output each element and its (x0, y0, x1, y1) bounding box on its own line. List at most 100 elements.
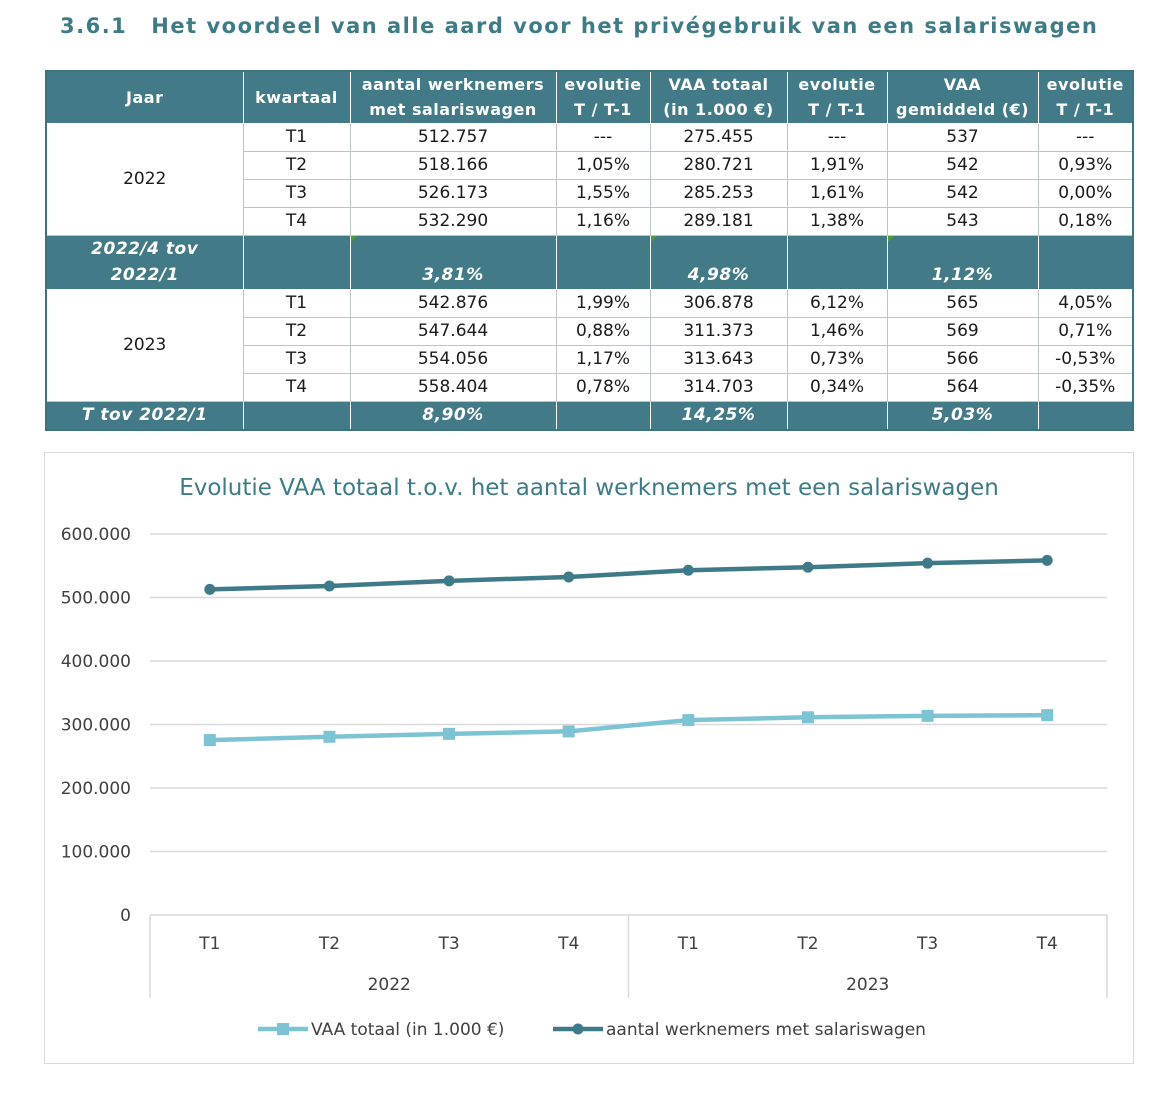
x-tick-label: T2 (796, 934, 818, 954)
summary-empty-cell (242, 400, 351, 430)
x-tick-label: T2 (318, 934, 340, 954)
table-cell: 1,91% (786, 150, 888, 180)
x-group-label: 2022 (368, 975, 411, 995)
summary-vaa-totaal: 4,98% (649, 234, 788, 290)
data-point-marker (921, 709, 934, 722)
table-row: T3 526.173 1,55% 285.253 1,61% 542 0,00% (46, 178, 1134, 208)
table-cell: 537 (886, 122, 1039, 152)
table-cell: 565 (886, 288, 1039, 318)
table-cell: 566 (886, 344, 1039, 374)
table-row: T2 518.166 1,05% 280.721 1,91% 542 0,93% (46, 150, 1134, 180)
data-point-marker (682, 714, 695, 727)
table-cell: 0,88% (555, 316, 651, 346)
col-header-jaar: Jaar (45, 70, 244, 124)
table-cell: 1,61% (786, 178, 888, 208)
x-tick-label: T1 (198, 934, 220, 954)
legend-label: aantal werknemers met salariswagen (606, 1020, 926, 1040)
table-cell: 0,93% (1037, 150, 1134, 180)
table-cell: 0,78% (555, 372, 651, 402)
table-cell: T4 (242, 206, 351, 236)
legend-marker (572, 1023, 584, 1035)
table-row: 2022 T1 512.757 --- 275.455 --- 537 --- (45, 122, 1134, 236)
table-cell: 554.056 (349, 344, 557, 374)
data-point-marker (682, 564, 694, 576)
section-title: Het voordeel van alle aard voor het priv… (151, 14, 1099, 38)
data-point-marker (1041, 709, 1054, 722)
section-heading: 3.6.1 Het voordeel van alle aard voor het… (60, 14, 1098, 38)
col-header-evolutie-werknemers: evolutie T / T-1 (555, 70, 651, 124)
table-row: T2 547.644 0,88% 311.373 1,46% 569 0,71% (46, 316, 1134, 346)
table-cell: --- (1037, 122, 1134, 152)
y-tick-label: 500.000 (61, 589, 131, 609)
table-cell: 547.644 (349, 316, 557, 346)
summary-empty-cell (555, 234, 651, 290)
table-cell: 1,38% (786, 206, 888, 236)
x-tick-label: T4 (1036, 934, 1058, 954)
data-point-marker (922, 557, 934, 569)
summary-vaa-gemiddeld: 1,12% (886, 234, 1039, 290)
summary-empty-cell (786, 400, 888, 430)
summary-empty-cell (242, 234, 351, 290)
data-point-marker (801, 711, 814, 724)
data-point-marker (443, 575, 455, 587)
table-cell: 280.721 (649, 150, 788, 180)
summary-empty-cell (1037, 234, 1134, 290)
table-cell: --- (786, 122, 888, 152)
table-cell: 532.290 (349, 206, 557, 236)
summary-label: 2022/4 tov 2022/1 (45, 234, 244, 290)
table-cell: 1,46% (786, 316, 888, 346)
series-line (209, 712, 1048, 743)
table-cell: 1,55% (555, 178, 651, 208)
summary-row-total: T tov 2022/1 8,90% 14,25% 5,03% (45, 400, 1134, 430)
series-line (209, 558, 1048, 592)
x-tick-label: T3 (916, 934, 938, 954)
table-cell: 542.876 (349, 288, 557, 318)
chart-canvas: 0 100.000 200.000 300.000 400.000 500.000 600.… (61, 525, 1108, 1040)
data-point-marker (323, 580, 335, 592)
table-cell: 275.455 (649, 122, 788, 152)
table-cell: T1 (242, 122, 351, 152)
table-cell: T3 (242, 178, 351, 208)
table-cell: 314.703 (649, 372, 788, 402)
table-cell: 311.373 (649, 316, 788, 346)
section-number: 3.6.1 (60, 14, 128, 38)
table-cell: 6,12% (786, 288, 888, 318)
summary-empty-cell (555, 400, 651, 430)
table-cell: 558.404 (349, 372, 557, 402)
summary-label: T tov 2022/1 (45, 400, 244, 430)
table-cell: T2 (242, 316, 351, 346)
x-tick-label: T1 (677, 934, 699, 954)
table-header-row: Jaar kwartaal aantal werknemers met salar… (45, 70, 1134, 124)
col-header-werknemers: aantal werknemers met salariswagen (349, 70, 557, 124)
data-point-marker (802, 561, 814, 573)
summary-werknemers: 8,90% (349, 400, 557, 430)
line-chart: Evolutie VAA totaal t.o.v. het aantal we… (44, 452, 1134, 1064)
y-tick-label: 600.000 (61, 525, 131, 545)
legend-label: VAA totaal (in 1.000 €) (311, 1020, 504, 1040)
table-cell: T4 (242, 372, 351, 402)
summary-row-2022: 2022/4 tov 2022/1 3,81% 4,98% 1,12% (45, 234, 1134, 290)
table-cell: T2 (242, 150, 351, 180)
summary-empty-cell (786, 234, 888, 290)
summary-vaa-totaal: 14,25% (649, 400, 788, 430)
table-cell: 1,99% (555, 288, 651, 318)
x-tick-label: T4 (557, 934, 579, 954)
table-cell: 0,00% (1037, 178, 1134, 208)
col-header-kwartaal: kwartaal (242, 70, 351, 124)
x-tick-label: T3 (437, 934, 459, 954)
table-cell: 1,17% (555, 344, 651, 374)
summary-empty-cell (1037, 400, 1134, 430)
table-cell: T3 (242, 344, 351, 374)
table-cell: 313.643 (649, 344, 788, 374)
col-header-vaa-gemiddeld: VAA gemiddeld (€) (886, 70, 1039, 124)
x-group-label: 2023 (846, 975, 889, 995)
table-cell: 543 (886, 206, 1039, 236)
table-cell: 0,73% (786, 344, 888, 374)
year-cell: 2022 (45, 122, 244, 236)
table-cell: 542 (886, 150, 1039, 180)
data-point-marker (562, 725, 575, 738)
table-row: T3 554.056 1,17% 313.643 0,73% 566 -0,53… (46, 344, 1134, 374)
y-tick-label: 200.000 (61, 779, 131, 799)
data-point-marker (323, 730, 336, 743)
table-cell: 518.166 (349, 150, 557, 180)
